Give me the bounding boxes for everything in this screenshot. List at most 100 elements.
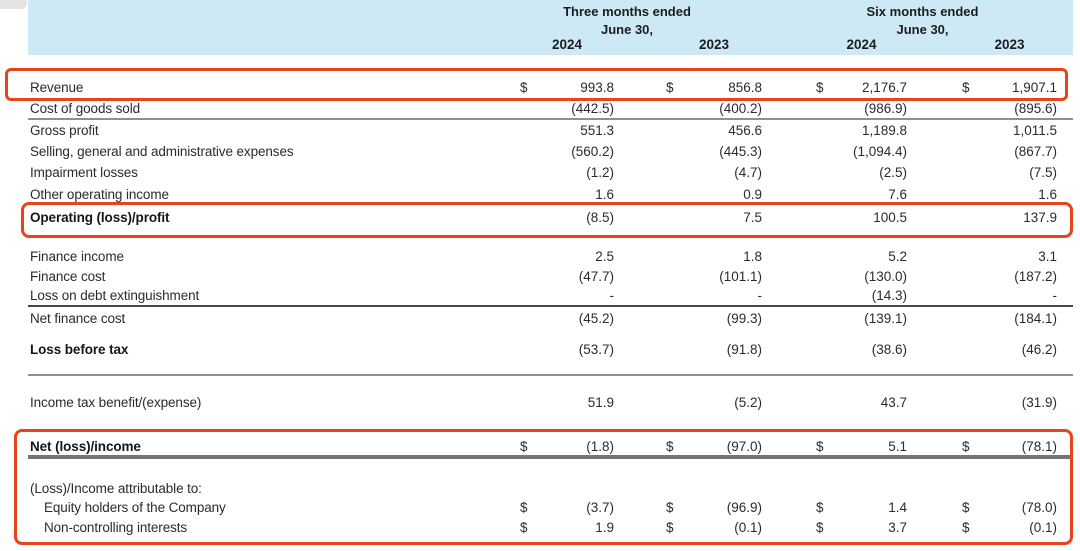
column-header-year: 2023 <box>698 37 730 52</box>
value-text: (560.2) <box>571 144 614 159</box>
table-row: Gross profit 551.3 456.6 1,189.8 1,011.5 <box>28 120 1073 141</box>
dollar-sign: $ <box>666 79 674 95</box>
row-label: (Loss)/Income attributable to: <box>30 480 202 496</box>
dollar-sign: $ <box>962 499 970 515</box>
value-text: 7.5 <box>743 209 762 225</box>
value-text: (130.0) <box>864 268 907 284</box>
value-text: (2.5) <box>879 165 907 180</box>
value-cell: (130.0) <box>816 269 907 284</box>
table-row: Income tax benefit/(expense) 51.9 (5.2) … <box>28 390 1073 414</box>
value-text: (187.2) <box>1014 268 1057 284</box>
value-cell: 1,011.5 <box>962 123 1057 138</box>
value-cell: 551.3 <box>520 123 614 138</box>
value-text: (445.3) <box>719 144 762 159</box>
row-label: Net finance cost <box>30 311 126 326</box>
value-cell: 5.2 <box>816 249 907 264</box>
value-cell: (46.2) <box>962 342 1057 357</box>
value-cell: $3.7 <box>816 520 907 535</box>
value-text: 1,907.1 <box>1011 79 1057 95</box>
value-text: (1,094.4) <box>852 144 907 159</box>
value-cell: $ (1.8) <box>520 439 614 454</box>
value-text: (47.7) <box>578 268 614 284</box>
table-row: (Loss)/Income attributable to: <box>28 479 1073 497</box>
value-text: (0.1) <box>734 519 762 535</box>
period-group-date: June 30, <box>896 22 949 37</box>
row-label: Loss on debt extinguishment <box>30 288 200 303</box>
value-cell: 7.6 <box>816 187 907 202</box>
table-header: Three months ended June 30, Six months e… <box>28 0 1073 55</box>
row-label: Revenue <box>30 79 84 95</box>
row-label: Finance cost <box>30 268 106 284</box>
dollar-sign: $ <box>962 519 970 535</box>
value-cell: (867.7) <box>962 144 1057 159</box>
dollar-sign: $ <box>520 499 528 515</box>
value-text: (78.1) <box>1021 439 1057 454</box>
value-cell: - <box>962 288 1058 303</box>
value-text: (45.2) <box>578 311 614 326</box>
year-header-row: 2024 2023 2024 2023 <box>28 37 1073 52</box>
value-text: 43.7 <box>880 394 907 410</box>
value-cell: $1.9 <box>520 520 614 535</box>
value-cell: $856.8 <box>666 80 762 95</box>
row-label: Equity holders of the Company <box>44 499 226 515</box>
value-cell: $1,907.1 <box>962 80 1057 95</box>
dollar-sign: $ <box>666 519 674 535</box>
value-cell: (895.6) <box>962 101 1057 116</box>
value-cell: 100.5 <box>816 210 907 225</box>
value-text: (3.7) <box>586 499 614 515</box>
dollar-sign: $ <box>666 439 674 454</box>
value-text: 2.5 <box>595 248 614 264</box>
value-text: - <box>609 288 615 303</box>
value-text: (7.5) <box>1029 165 1057 180</box>
period-group-date: June 30, <box>600 22 654 37</box>
value-text: 1.4 <box>888 499 907 515</box>
value-cell: (45.2) <box>520 311 614 326</box>
dollar-sign: $ <box>962 79 970 95</box>
value-text: (895.6) <box>1014 101 1057 116</box>
value-text: (97.0) <box>726 439 762 454</box>
table-row: Other operating income 1.6 0.9 7.6 1.6 <box>28 183 1073 206</box>
row-label: Gross profit <box>30 123 99 138</box>
column-header-year: 2024 <box>846 37 877 52</box>
value-cell: 1.6 <box>520 187 614 202</box>
value-cell: - <box>520 288 615 303</box>
value-cell: 2.5 <box>520 249 614 264</box>
dollar-sign: $ <box>520 519 528 535</box>
value-cell: (101.1) <box>666 269 762 284</box>
value-text: (91.8) <box>726 342 762 357</box>
value-cell: $ (78.0) <box>962 500 1057 515</box>
dollar-sign: $ <box>520 439 528 454</box>
value-text: 2,176.7 <box>861 79 907 95</box>
value-text: - <box>757 288 763 303</box>
value-text: (986.9) <box>864 101 907 116</box>
value-text: (400.2) <box>719 101 762 116</box>
value-text: 1,189.8 <box>861 123 907 138</box>
value-text: (46.2) <box>1021 342 1057 357</box>
value-cell: 7.5 <box>666 210 762 225</box>
value-text: (101.1) <box>719 268 762 284</box>
value-cell: (986.9) <box>816 101 907 116</box>
table-row: Revenue $993.8 $856.8 $2,176.7 $1,907.1 <box>28 75 1073 99</box>
value-text: 856.8 <box>728 79 762 95</box>
dollar-sign: $ <box>816 499 824 515</box>
table-row: Selling, general and administrative expe… <box>28 141 1073 162</box>
value-text: 5.1 <box>888 439 907 454</box>
value-text: 1.8 <box>743 248 762 264</box>
row-label: Operating (loss)/profit <box>30 209 170 225</box>
table-row: Operating (loss)/profit (8.5) 7.5 100.5 … <box>28 206 1073 228</box>
row-label: Income tax benefit/(expense) <box>30 394 202 410</box>
value-text: (442.5) <box>571 101 614 116</box>
value-text: 456.6 <box>728 123 762 138</box>
row-label: Loss before tax <box>30 342 129 357</box>
value-text: (4.7) <box>734 165 762 180</box>
value-text: 1.9 <box>595 519 614 535</box>
value-text: 5.2 <box>888 248 907 264</box>
value-text: (99.3) <box>726 311 762 326</box>
value-cell: - <box>666 288 763 303</box>
value-cell: 51.9 <box>520 395 614 410</box>
value-text: 1.6 <box>1038 187 1057 202</box>
value-cell: 1.6 <box>962 187 1057 202</box>
value-cell: (445.3) <box>666 144 762 159</box>
column-header-year: 2023 <box>994 37 1025 52</box>
value-text: (8.5) <box>586 209 614 225</box>
